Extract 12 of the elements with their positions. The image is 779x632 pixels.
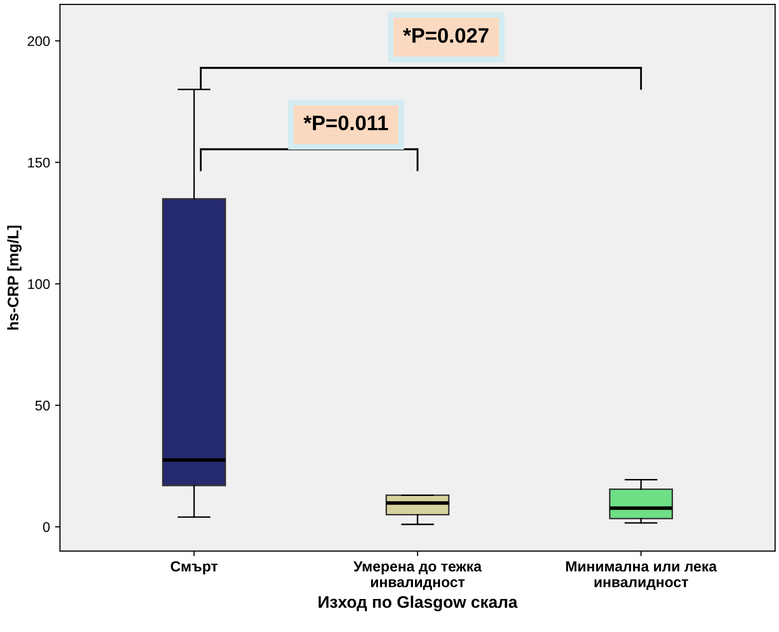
y-tick-label: 200: [28, 36, 50, 46]
x-tick-label: Умерена до тежка инвалидност: [353, 561, 482, 590]
annotation: *P=0.011: [304, 116, 388, 130]
y-tick-label: 0: [43, 522, 50, 532]
y-axis-title: hs-CRP [mg/L]: [7, 226, 22, 330]
y-tick-label: 100: [28, 279, 50, 290]
y-tick-label: 50: [35, 400, 50, 410]
x-axis-title: Изход по Glasgow скала: [318, 596, 518, 612]
x-tick-label: Минимална или лека инвалидност: [566, 561, 717, 590]
annotation: *P=0.027: [403, 28, 488, 43]
x-tick-label: Смърт: [170, 561, 218, 574]
y-tick-label: 150: [28, 158, 50, 168]
